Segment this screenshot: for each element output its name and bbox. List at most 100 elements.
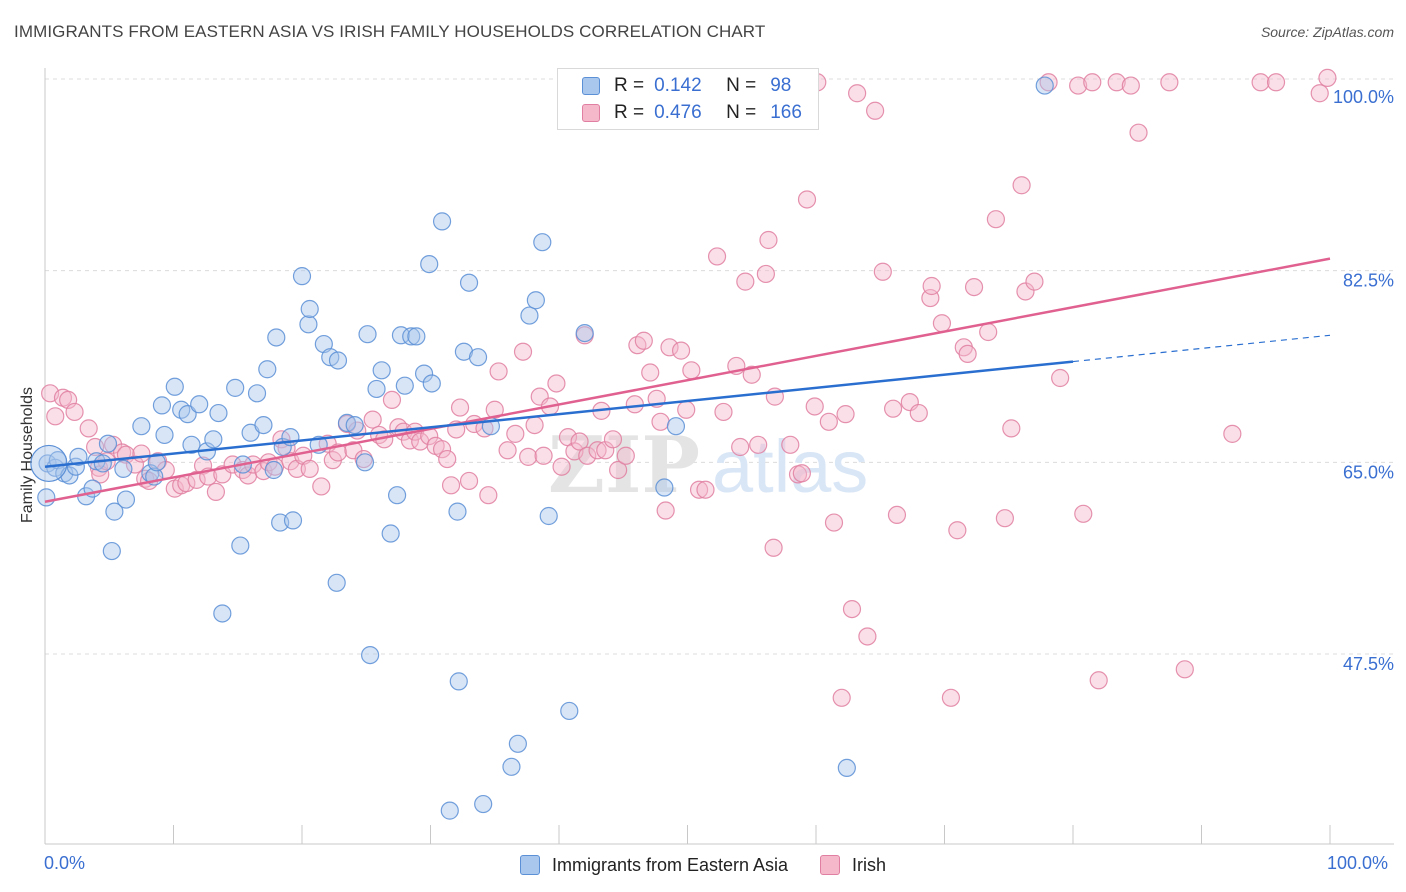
eastern-asia-point <box>190 395 209 414</box>
n-value-irish: 166 <box>770 102 802 123</box>
eastern-asia-point <box>367 379 386 399</box>
irish-point <box>1121 76 1140 95</box>
irish-trend-line <box>44 257 1331 503</box>
irish-point <box>603 430 623 449</box>
eastern-asia-point <box>300 299 319 319</box>
eastern-asia-point <box>449 672 468 691</box>
y-tick-label: 47.5% <box>1343 654 1394 674</box>
irish-point <box>363 410 382 429</box>
irish-point <box>206 482 226 502</box>
eastern-asia-point <box>432 212 452 231</box>
eastern-asia-point <box>152 396 172 415</box>
blue-swatch <box>519 855 540 875</box>
source-label: Source: ZipAtlas.com <box>1260 24 1394 40</box>
series-legend: Immigrants from Eastern Asia Irish <box>0 852 1406 878</box>
irish-point <box>696 480 715 499</box>
irish-point <box>459 471 479 491</box>
irish-point <box>1107 73 1126 92</box>
eastern-asia-point <box>231 536 250 555</box>
irish-point <box>1129 123 1148 142</box>
legend-item-eastern-asia[interactable]: Immigrants from Eastern Asia <box>519 855 788 876</box>
eastern-asia-point <box>258 360 277 379</box>
eastern-asia-point <box>502 757 521 776</box>
irish-point <box>498 441 517 460</box>
r-value-eastern-asia: 0.142 <box>654 75 702 96</box>
eastern-asia-point <box>182 435 201 454</box>
irish-point <box>513 342 533 361</box>
eastern-asia-point <box>116 490 136 509</box>
eastern-asia-point <box>345 415 364 435</box>
irish-point <box>609 460 628 480</box>
eastern-asia-point <box>299 315 318 334</box>
r-label: R = <box>614 102 645 123</box>
irish-point <box>525 415 544 435</box>
irish-point <box>995 509 1014 528</box>
x-tick-min: 0.0% <box>44 853 86 873</box>
irish-point <box>534 446 553 465</box>
irish-point <box>489 362 508 381</box>
eastern-asia-point <box>93 454 112 473</box>
eastern-asia-trend-line <box>44 360 1074 468</box>
irish-point <box>707 247 727 266</box>
irish-point <box>432 440 452 459</box>
eastern-asia-point <box>440 801 459 820</box>
irish-point <box>1175 660 1194 679</box>
eastern-asia-point <box>292 267 312 286</box>
eastern-asia-point <box>213 604 232 623</box>
irish-point <box>132 444 151 463</box>
eastern-asia-point <box>267 328 286 347</box>
r-value-irish: 0.476 <box>654 102 702 123</box>
irish-point <box>805 397 824 416</box>
irish-point <box>1012 176 1031 195</box>
eastern-asia-point <box>454 342 474 361</box>
legend-item-irish[interactable]: Irish <box>820 855 886 876</box>
irish-point <box>948 521 967 540</box>
x-tick-max: 100.0% <box>1327 853 1389 873</box>
eastern-asia-point <box>539 506 558 526</box>
irish-point <box>1069 76 1088 95</box>
eastern-asia-point <box>420 254 439 274</box>
irish-point <box>941 688 961 707</box>
eastern-asia-point <box>254 415 273 435</box>
n-label: N = <box>726 75 757 96</box>
irish-point <box>450 398 470 417</box>
irish-point <box>625 395 644 414</box>
eastern-asia-point <box>165 377 184 396</box>
eastern-asia-point <box>178 405 197 424</box>
y-tick-labels: 47.5% 65.0% 82.5% 100.0% <box>1333 87 1394 674</box>
irish-point <box>858 627 877 646</box>
eastern-asia-point <box>114 459 133 479</box>
eastern-asia-point <box>448 502 467 521</box>
irish-point <box>125 455 145 474</box>
irish-point <box>759 230 778 250</box>
chart-title: IMMIGRANTS FROM EASTERN ASIA VS IRISH FA… <box>14 22 766 41</box>
legend-label-irish: Irish <box>852 854 887 875</box>
irish-point <box>1251 73 1270 92</box>
eastern-asia-point <box>508 734 527 753</box>
irish-point <box>1160 73 1179 92</box>
irish-point <box>909 403 928 423</box>
eastern-asia-point <box>209 403 228 423</box>
eastern-asia-point <box>402 327 421 346</box>
irish-point <box>824 513 844 532</box>
irish-point <box>714 402 733 422</box>
irish-point <box>588 441 607 460</box>
irish-point <box>749 435 768 454</box>
irish-point <box>634 331 653 350</box>
gridlines <box>45 78 1394 655</box>
irish-point <box>1310 84 1329 103</box>
r-label: R = <box>614 75 645 96</box>
eastern-asia-point-large <box>30 444 68 483</box>
irish-point <box>797 190 817 209</box>
pink-swatch <box>582 104 600 122</box>
eastern-asia-point <box>372 361 391 380</box>
n-value-eastern-asia: 98 <box>770 75 792 96</box>
eastern-asia-point <box>361 645 380 665</box>
irish-point <box>819 412 838 431</box>
eastern-asia-point <box>98 434 118 453</box>
irish-point <box>1266 73 1286 92</box>
eastern-asia-point <box>474 794 493 814</box>
eastern-asia-points <box>30 76 1054 820</box>
eastern-asia-point <box>247 384 267 403</box>
